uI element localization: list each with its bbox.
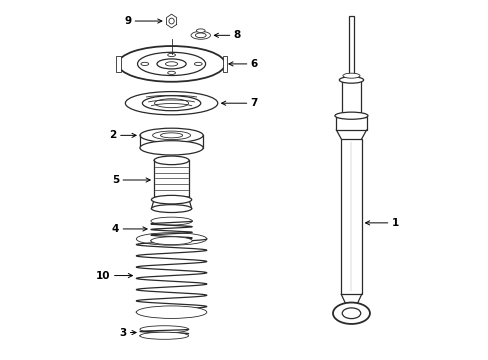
Text: 1: 1 xyxy=(365,218,398,228)
Text: 4: 4 xyxy=(112,224,147,234)
Ellipse shape xyxy=(151,204,191,212)
Ellipse shape xyxy=(342,308,360,319)
Ellipse shape xyxy=(140,141,203,155)
Ellipse shape xyxy=(154,99,188,108)
Ellipse shape xyxy=(140,332,188,339)
Ellipse shape xyxy=(334,112,367,119)
Ellipse shape xyxy=(194,62,202,66)
Text: 3: 3 xyxy=(119,328,136,338)
Text: 7: 7 xyxy=(221,98,257,108)
Ellipse shape xyxy=(191,31,210,39)
Bar xyxy=(341,139,361,294)
Bar xyxy=(116,56,120,72)
Ellipse shape xyxy=(151,217,192,225)
Ellipse shape xyxy=(136,233,206,245)
Ellipse shape xyxy=(154,156,189,165)
Ellipse shape xyxy=(160,133,182,138)
Ellipse shape xyxy=(140,326,188,333)
Ellipse shape xyxy=(332,302,369,324)
Bar xyxy=(336,117,366,130)
Ellipse shape xyxy=(165,62,177,66)
Bar xyxy=(348,16,353,80)
Ellipse shape xyxy=(140,128,203,143)
Text: 10: 10 xyxy=(96,271,132,280)
Text: 2: 2 xyxy=(109,130,136,140)
Ellipse shape xyxy=(195,33,205,38)
Ellipse shape xyxy=(125,91,217,115)
Ellipse shape xyxy=(196,29,204,32)
Text: 8: 8 xyxy=(214,30,240,40)
Ellipse shape xyxy=(167,71,175,75)
Text: 9: 9 xyxy=(124,16,162,26)
Ellipse shape xyxy=(118,46,224,82)
Ellipse shape xyxy=(151,195,191,204)
Ellipse shape xyxy=(142,96,201,111)
Ellipse shape xyxy=(168,18,174,24)
Ellipse shape xyxy=(136,306,206,319)
Ellipse shape xyxy=(141,62,148,66)
Text: 6: 6 xyxy=(228,59,257,69)
Ellipse shape xyxy=(167,53,175,57)
Ellipse shape xyxy=(151,237,192,245)
Ellipse shape xyxy=(342,73,359,78)
Ellipse shape xyxy=(137,52,205,76)
Ellipse shape xyxy=(152,131,190,140)
Ellipse shape xyxy=(339,77,363,83)
Ellipse shape xyxy=(157,59,186,69)
Bar xyxy=(222,56,227,72)
Bar xyxy=(342,80,360,116)
Text: 5: 5 xyxy=(112,175,150,185)
